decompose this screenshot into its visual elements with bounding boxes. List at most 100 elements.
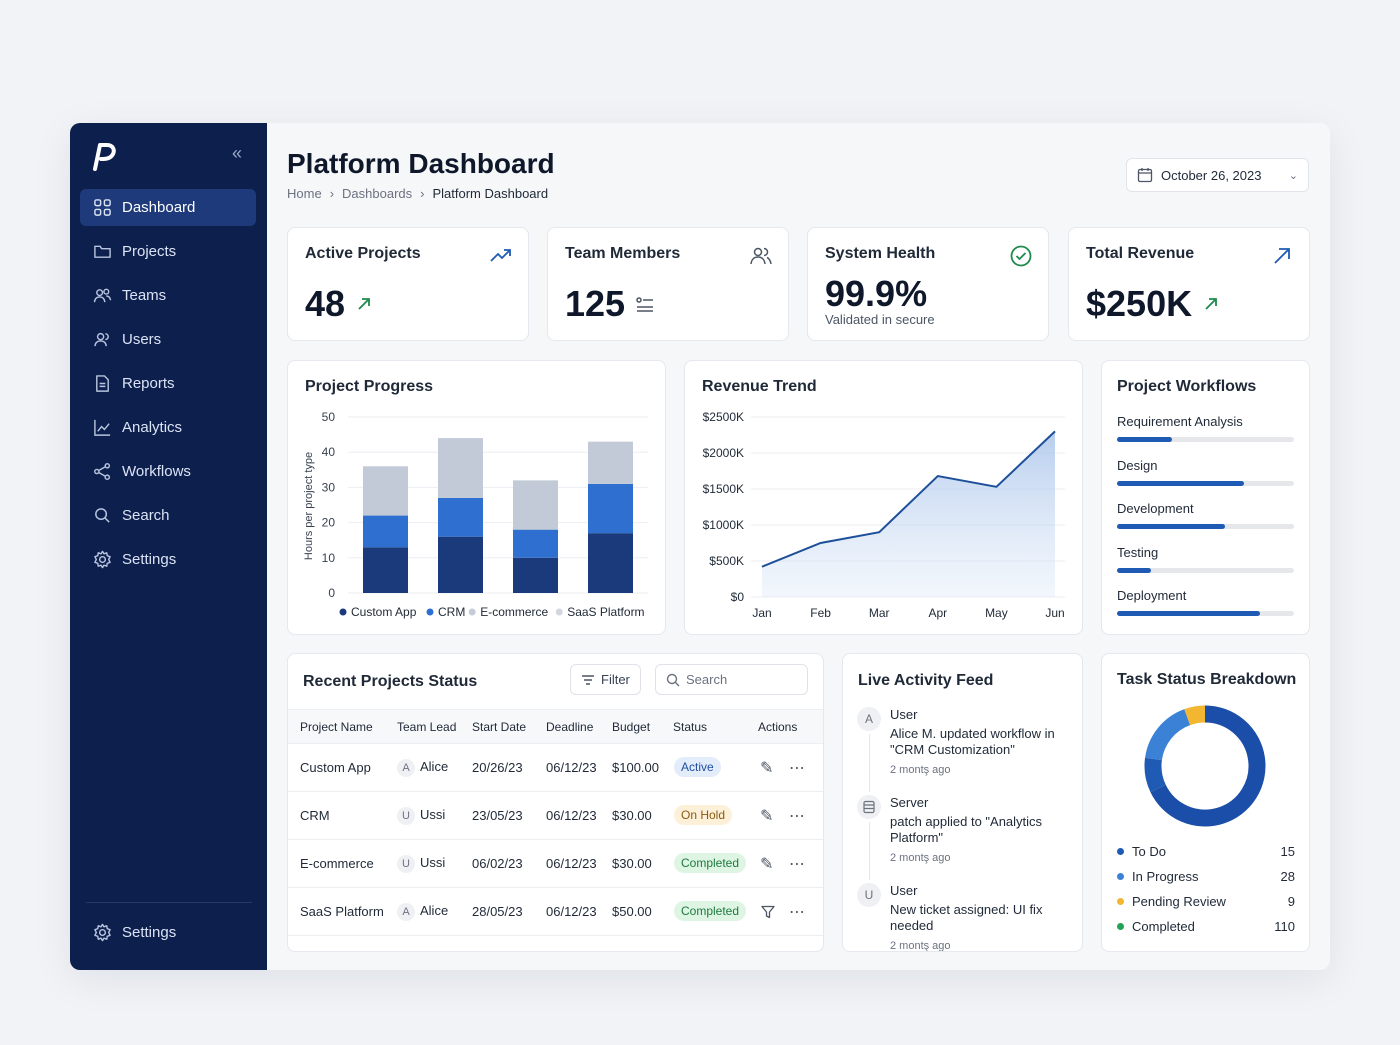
workflow-label: Testing <box>1117 545 1159 560</box>
column-header[interactable]: Budget <box>612 720 651 734</box>
stat-subtitle: Validated in secure <box>825 312 935 327</box>
filter-funnel-icon[interactable] <box>761 905 775 919</box>
more-options-icon[interactable]: ⋯ <box>789 904 805 921</box>
main-content: Platform Dashboard Home › Dashboards › P… <box>267 123 1330 970</box>
workflow-progress-fill <box>1117 524 1225 529</box>
column-header[interactable]: Team Lead <box>397 720 457 734</box>
legend-item: Completed 110 <box>1117 919 1295 934</box>
sidebar-item-projects[interactable]: Projects <box>80 233 256 270</box>
legend-dot <box>468 608 476 616</box>
users-icon <box>750 247 772 265</box>
breadcrumb: Home › Dashboards › Platform Dashboard <box>287 186 548 201</box>
more-options-icon[interactable]: ⋯ <box>789 808 805 825</box>
deadline: 06/12/23 <box>546 904 597 919</box>
sidebar-item-settings[interactable]: Settings <box>80 541 256 578</box>
donut-slice <box>1150 705 1266 827</box>
table-row[interactable]: CRM U Ussi 23/05/23 06/12/23 $30.00 On Ho… <box>288 792 823 840</box>
status-badge: Completed <box>674 853 747 873</box>
stat-card-team-members: Team Members 125 <box>547 227 789 341</box>
legend-label: E-commerce <box>480 605 548 619</box>
sidebar-item-teams[interactable]: Teams <box>80 277 256 314</box>
sidebar-item-analytics[interactable]: Analytics <box>80 409 256 446</box>
bar-segment <box>363 466 408 516</box>
start-date: 20/26/23 <box>472 760 523 775</box>
chevron-down-icon: ⌄ <box>1288 169 1298 182</box>
sidebar-footer-settings[interactable]: Settings <box>80 914 256 951</box>
workflow-progress-fill <box>1117 611 1261 616</box>
legend-dot <box>339 608 347 616</box>
list-filter-icon <box>636 297 654 312</box>
feed-message: New ticket assigned: UI fix needed <box>890 902 1043 933</box>
activity-feed-card: Live Activity Feed A User Alice M. updat… <box>842 653 1083 952</box>
revenue-trend-chart: $0 $500K $1000K $1500K $2000K $2500K Jan Feb Mar… <box>703 410 1065 620</box>
legend-label: SaaS Platform <box>567 605 644 619</box>
team-lead: A Alice <box>397 759 448 777</box>
more-options-icon[interactable]: ⋯ <box>789 760 805 777</box>
status-badge: Active <box>674 757 721 777</box>
feed-message: Alice M. updated workflow in "CRM Custom… <box>890 726 1055 757</box>
sidebar-divider <box>86 902 252 903</box>
x-tick-label: Apr <box>928 606 947 620</box>
donut-slice <box>1144 757 1166 793</box>
team-lead: U Ussi <box>397 807 445 825</box>
edit-pencil-icon[interactable]: ✎ <box>760 808 774 825</box>
more-options-icon[interactable]: ⋯ <box>789 856 805 873</box>
folder-icon <box>94 245 111 258</box>
bar-segment <box>513 557 558 593</box>
y-tick-label: 20 <box>322 516 336 530</box>
project-name: E-commerce <box>300 856 374 871</box>
sidebar-item-workflows[interactable]: Workflows <box>80 453 256 490</box>
bar-segment <box>588 533 633 593</box>
sidebar-item-label: Workflows <box>122 463 191 480</box>
sidebar-item-label: Projects <box>122 243 177 260</box>
edit-pencil-icon[interactable]: ✎ <box>760 760 774 777</box>
y-tick-label: $1000K <box>703 518 744 532</box>
x-tick-label: May <box>985 606 1008 620</box>
column-header[interactable]: Project Name <box>300 720 373 734</box>
search-icon <box>95 508 110 523</box>
sidebar-item-reports[interactable]: Reports <box>80 365 256 402</box>
breadcrumb-dashboards[interactable]: Dashboards <box>342 186 413 201</box>
status-badge: On Hold <box>674 805 733 825</box>
edit-pencil-icon[interactable]: ✎ <box>760 856 774 873</box>
breadcrumb-home[interactable]: Home <box>287 186 322 201</box>
arrow-up-right-icon <box>358 298 370 310</box>
table-row[interactable]: SaaS Platform A Alice 28/05/23 06/12/23 $… <box>288 888 823 936</box>
budget: $30.00 <box>612 808 652 823</box>
feed-time: 2 montş ago <box>890 764 951 776</box>
sidebar-item-dashboard[interactable]: Dashboard <box>80 189 256 226</box>
arrow-up-right-icon <box>1205 298 1217 310</box>
sidebar-item-users[interactable]: Users <box>80 321 256 358</box>
y-tick-label: 10 <box>322 551 336 565</box>
date-picker-button[interactable]: October 26, 2023 ⌄ <box>1126 158 1309 192</box>
column-header[interactable]: Deadline <box>546 720 594 734</box>
legend-label: CRM <box>438 605 465 619</box>
collapse-sidebar-icon[interactable]: « <box>232 143 243 163</box>
column-header[interactable]: Status <box>673 720 708 734</box>
card-title: Recent Projects Status <box>303 673 478 690</box>
legend-value: 15 <box>1280 844 1295 859</box>
card-title: Project Workflows <box>1117 378 1257 395</box>
table-search-input[interactable]: Search <box>655 664 808 695</box>
table-row[interactable]: Custom App A Alice 20/26/23 06/12/23 $100… <box>288 744 823 792</box>
legend-value: 110 <box>1274 919 1295 934</box>
y-tick-label: $1500K <box>703 482 744 496</box>
sidebar-item-search[interactable]: Search <box>80 497 256 534</box>
y-tick-label: $0 <box>731 590 745 604</box>
check-circle-icon <box>1010 245 1032 267</box>
card-title: Live Activity Feed <box>858 672 994 689</box>
document-icon <box>96 375 109 392</box>
avatar: U <box>397 855 415 873</box>
revenue-trend-card: Revenue Trend $0 $500K $1000K $1500K $2000K $… <box>684 360 1083 635</box>
y-axis-label: Hours per project type <box>303 452 315 560</box>
y-tick-label: $500K <box>709 554 744 568</box>
column-header[interactable]: Start Date <box>472 720 527 734</box>
table-row[interactable]: E-commerce U Ussi 06/02/23 06/12/23 $30.0… <box>288 840 823 888</box>
legend-label: Completed <box>1132 919 1195 934</box>
column-header[interactable]: Actions <box>758 720 798 734</box>
workflow-label: Design <box>1117 458 1158 473</box>
team-lead-name: Alice <box>420 903 449 918</box>
filter-button[interactable]: Filter <box>570 664 641 695</box>
feed-connector <box>869 734 870 792</box>
date-label: October 26, 2023 <box>1161 167 1262 183</box>
